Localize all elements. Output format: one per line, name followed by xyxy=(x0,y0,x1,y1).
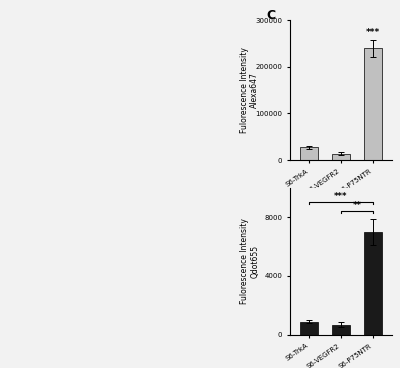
Bar xyxy=(300,322,318,335)
Y-axis label: Fulorescence Intensity
Qdot655: Fulorescence Intensity Qdot655 xyxy=(240,218,259,304)
Bar xyxy=(300,148,318,160)
Bar xyxy=(332,153,350,160)
Text: ***: *** xyxy=(366,28,380,37)
Text: **: ** xyxy=(352,201,362,210)
Bar xyxy=(364,232,382,335)
Bar xyxy=(364,48,382,160)
Y-axis label: Fulorescence Intensity
Alexa647: Fulorescence Intensity Alexa647 xyxy=(240,47,259,133)
Text: C: C xyxy=(266,9,275,22)
Bar xyxy=(332,325,350,335)
Text: ***: *** xyxy=(334,192,348,201)
